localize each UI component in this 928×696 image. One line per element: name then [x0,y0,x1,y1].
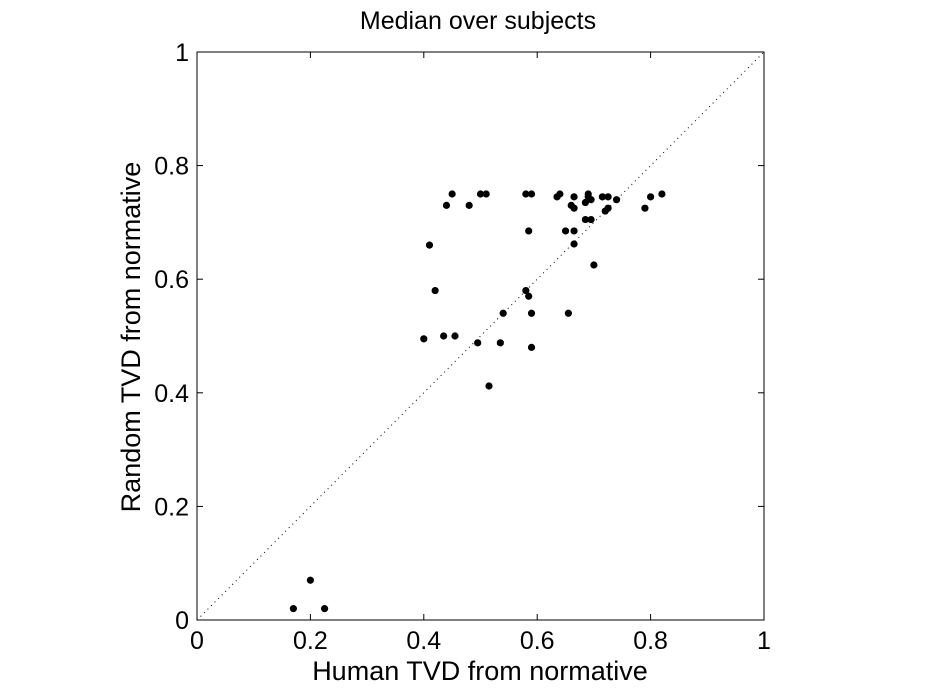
data-point [522,286,530,295]
data-point [564,309,572,317]
y-axis-label: Random TVD from normative [116,162,146,513]
data-point [570,240,578,248]
data-point [482,190,490,198]
x-tick-label: 0.8 [633,627,668,655]
data-point [570,227,578,235]
y-tick-label: 0.4 [154,380,189,408]
data-point [612,196,621,204]
data-point [590,261,598,269]
chart-title: Median over subjects [360,7,596,35]
data-point [584,190,592,198]
x-tick-label: 0 [190,627,204,655]
data-point [499,309,507,317]
data-point [474,339,482,347]
data-point [527,343,536,351]
data-point [598,193,607,201]
data-point [420,335,428,343]
y-tick-label: 0.8 [154,153,189,181]
data-point [658,190,666,198]
x-tick-label: 0.2 [293,627,328,655]
x-tick-label: 0.4 [406,627,441,655]
data-point [581,215,589,224]
data-point [570,193,578,201]
data-point [604,193,612,201]
x-tick-label: 0.6 [520,627,555,655]
data-point [647,193,655,201]
x-axis-ticks: 0 0.2 0.4 0.6 0.8 1 [190,52,771,655]
x-tick-label: 1 [757,627,771,655]
y-tick-label: 0 [175,607,189,635]
data-point [496,339,504,347]
data-point [525,227,533,235]
y-tick-label: 0.6 [154,266,189,294]
data-point [641,204,649,212]
y-axis-ticks: 0 0.2 0.4 0.6 0.8 1 [154,39,764,635]
plot-area [196,51,765,621]
y-tick-label: 1 [175,39,189,67]
data-point [581,198,589,207]
data-point [448,190,456,198]
data-point [289,605,297,613]
data-point [527,190,536,198]
data-point [476,190,485,198]
data-point [587,196,595,204]
data-point [431,286,439,295]
data-point [522,190,530,198]
data-point [485,382,493,390]
x-axis-label: Human TVD from normative [312,656,648,686]
data-points [289,190,666,613]
data-point [320,605,329,613]
data-point [570,204,578,212]
data-point [556,190,564,198]
data-point [451,332,459,340]
data-point [561,227,570,235]
data-point [425,241,434,249]
data-point [587,215,595,224]
data-point [525,292,533,300]
y-tick-label: 0.2 [154,493,189,521]
data-point [440,332,448,340]
data-point [465,201,473,209]
data-point [442,201,451,209]
data-point [306,576,314,584]
data-point [527,309,536,317]
data-point [604,204,612,212]
